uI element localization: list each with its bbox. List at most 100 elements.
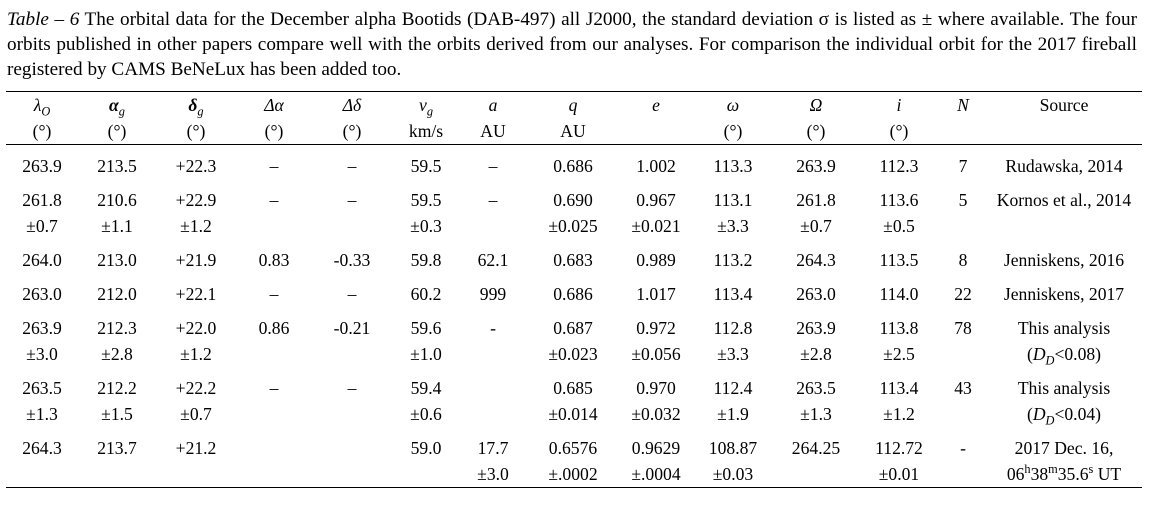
table-cell: 59.6: [410, 318, 442, 338]
header-unit: km/s: [408, 121, 444, 141]
table-cell: 113.1: [713, 190, 753, 210]
table-cell: +21.9: [175, 250, 217, 270]
header-unit: (°): [107, 121, 127, 141]
table-cell-sd: [236, 461, 312, 488]
table-cell-sd: [312, 213, 392, 239]
table-cell-sd: ±3.3: [717, 344, 749, 364]
table-cell: 263.9: [22, 156, 62, 176]
table-cell: 264.3: [796, 250, 836, 270]
table-cell: 212.0: [97, 284, 137, 304]
table-cell-sd: [78, 461, 156, 488]
table-cell-sd: ±1.3: [800, 404, 832, 424]
header-unit: [940, 118, 986, 145]
header-unit: (°): [889, 121, 909, 141]
table-cell: 78: [954, 318, 972, 338]
table-cell-sd: [236, 341, 312, 367]
table-cell-sd: ±0.03: [712, 464, 754, 484]
table-cell-sd: [940, 341, 986, 367]
table-cell: 0.686: [553, 156, 593, 176]
table-cell: [460, 367, 526, 401]
table-cell-sd: ±1.1: [101, 216, 133, 236]
header-source-label: Source: [1039, 95, 1089, 115]
table-cell-sd: ±3.0: [26, 344, 58, 364]
table-cell: 43: [954, 378, 972, 398]
table-cell: 112.72: [875, 438, 923, 458]
header-cell: q: [526, 92, 620, 119]
header-cell: a: [460, 92, 526, 119]
table-cell-sd: ±0.023: [548, 344, 598, 364]
table-cell: 263.9: [796, 318, 836, 338]
header-symbol: Δα: [264, 95, 284, 115]
header-symbol: δ: [188, 95, 198, 115]
table-cell-sd: [460, 401, 526, 427]
caption-text: The orbital data for the December alpha …: [7, 9, 1137, 80]
table-row: 261.8 210.6 +22.9 – – 59.5 – 0.690 0.967 113.1 261…: [6, 179, 1142, 213]
table-cell: 263.0: [22, 284, 62, 304]
header-cell: N: [940, 92, 986, 119]
table-cell-sd: [312, 401, 392, 427]
table-cell: 0.685: [553, 378, 593, 398]
header-cell: Δα: [236, 92, 312, 119]
table-cell: –: [269, 378, 279, 398]
header-cell: Source: [986, 92, 1142, 145]
source-note-dsub: D: [1045, 353, 1055, 368]
table-row-sd: ±0.7 ±1.1 ±1.2 ±0.3 ±0.025 ±0.021 ±3.3 ±0.7 ±0.5: [6, 213, 1142, 239]
table-row: 263.0 212.0 +22.1 – – 60.2 999 0.686 1.017 113.4 2…: [6, 273, 1142, 307]
table-cell: 263.5: [22, 378, 62, 398]
table-cell: 263.5: [796, 378, 836, 398]
table-row-sd: ±3.0 ±.0002 ±.0004 ±0.03 ±0.01 06h38m35.6s UT: [6, 461, 1142, 488]
table-cell: 113.4: [879, 378, 919, 398]
header-symbol: i: [896, 95, 902, 115]
table-cell-sd: [312, 461, 392, 488]
table-cell: –: [269, 156, 279, 176]
table-cell: -: [960, 438, 966, 458]
table-cell-sd: ±3.3: [717, 216, 749, 236]
header-subscript: O: [41, 104, 51, 119]
table-cell: 5: [958, 190, 968, 210]
header-subscript: g: [426, 104, 433, 119]
table-cell-sd: ±0.7: [180, 404, 212, 424]
header-symbol: e: [652, 95, 660, 115]
table-cell: 108.87: [708, 438, 758, 458]
table-cell: 0.9629: [631, 438, 681, 458]
table-cell-sd: [156, 461, 236, 488]
table-cell-sd: ±0.7: [26, 216, 58, 236]
time-m-unit: m: [1048, 462, 1058, 477]
table-cell: 264.25: [791, 438, 841, 458]
table-cell: 0.6576: [548, 438, 598, 458]
header-cell: vg: [392, 92, 460, 119]
header-cell: Δδ: [312, 92, 392, 119]
table-cell: 7: [958, 156, 968, 176]
header-symbol: α: [109, 95, 119, 115]
table-cell: 114.0: [879, 284, 919, 304]
source-note-open: (: [1026, 344, 1033, 364]
header-subscript: g: [197, 104, 204, 119]
table-cell-sd: ±0.3: [410, 216, 442, 236]
table-cell: 112.8: [713, 318, 753, 338]
table-cell: 0.683: [553, 250, 593, 270]
table-cell: 0.686: [553, 284, 593, 304]
table-cell-sd: [392, 461, 460, 488]
table-cell-sd: [460, 213, 526, 239]
table-cell-sd: ±1.2: [180, 344, 212, 364]
table-row: 263.9 212.3 +22.0 0.86 -0.21 59.6 - 0.687 0.972 1…: [6, 307, 1142, 341]
table-cell: 213.5: [97, 156, 137, 176]
table-cell: 8: [958, 250, 968, 270]
table-cell: –: [347, 284, 357, 304]
table-cell: –: [488, 190, 498, 210]
table-cell: 261.8: [796, 190, 836, 210]
table-cell-sd: (DD<0.08): [986, 341, 1142, 367]
table-cell-sd: 06h38m35.6s UT: [986, 461, 1142, 488]
table-row: 264.0 213.0 +21.9 0.83 -0.33 59.8 62.1 0.683 0.9…: [6, 239, 1142, 273]
table-cell: +22.2: [175, 378, 217, 398]
table-cell: 261.8: [22, 190, 62, 210]
table-row: 264.3 213.7 +21.2 59.0 17.7 0.6576 0.9629 108.8…: [6, 427, 1142, 461]
header-unit: (°): [264, 121, 284, 141]
table-cell: 1.017: [636, 284, 676, 304]
table-cell-sd: ±1.2: [180, 216, 212, 236]
header-symbol: q: [568, 95, 578, 115]
table-cell-sd: ±1.5: [101, 404, 133, 424]
table-cell: +21.2: [175, 438, 217, 458]
header-cell: λO: [6, 92, 78, 119]
source-note-dsub: D: [1045, 413, 1055, 428]
